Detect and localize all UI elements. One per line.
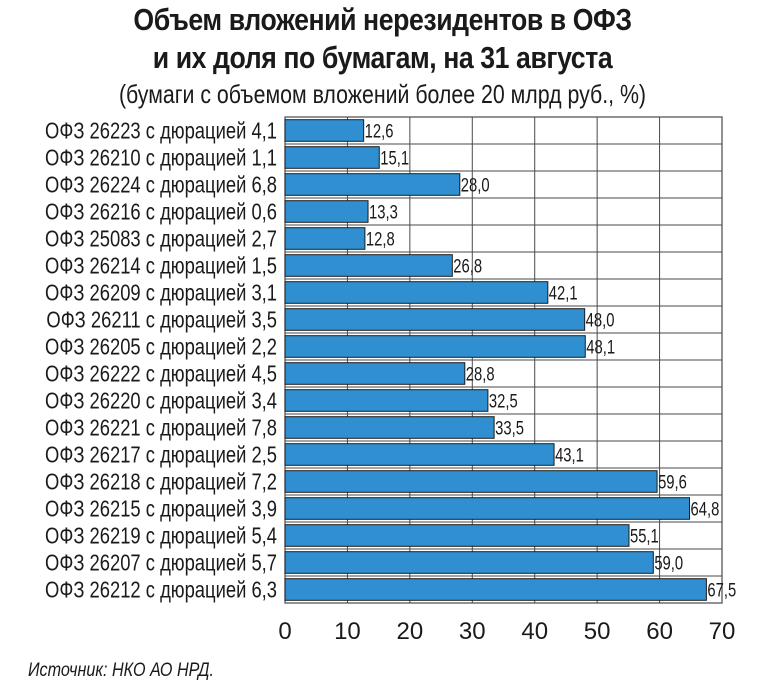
data-label: 67,5	[707, 580, 736, 601]
category-label: ОФЗ 26219 с дюрацией 5,4	[45, 524, 277, 549]
category-label: ОФЗ 26215 с дюрацией 3,9	[45, 497, 277, 522]
bar	[284, 443, 555, 466]
x-tick-label: 40	[521, 618, 548, 645]
category-label: ОФЗ 26214 с дюрацией 1,5	[45, 254, 277, 279]
data-label: 28,8	[466, 364, 495, 385]
bar	[284, 173, 461, 196]
data-label: 42,1	[549, 283, 578, 304]
bar	[284, 389, 489, 412]
category-label: ОФЗ 26205 с дюрацией 2,2	[45, 335, 277, 360]
data-label: 48,1	[586, 337, 615, 358]
category-label: ОФЗ 26218 с дюрацией 7,2	[45, 470, 277, 495]
bar	[284, 362, 466, 385]
bar	[284, 551, 654, 574]
data-label: 26,8	[453, 256, 482, 277]
data-label: 48,0	[586, 310, 615, 331]
x-tick-label: 20	[397, 618, 424, 645]
bar	[284, 119, 365, 142]
data-label: 32,5	[489, 391, 518, 412]
bar	[284, 416, 495, 439]
bar	[284, 281, 549, 304]
chart-subtitle: (бумаги с объемом вложений более 20 млрд…	[118, 79, 647, 109]
data-label: 15,1	[380, 148, 409, 169]
bar	[284, 146, 380, 169]
data-label: 43,1	[555, 445, 584, 466]
x-tick-label: 60	[646, 618, 673, 645]
category-label: ОФЗ 26207 с дюрацией 5,7	[45, 551, 277, 576]
bar	[284, 227, 366, 250]
bar	[284, 254, 453, 277]
data-label: 64,8	[691, 499, 720, 520]
category-label: ОФЗ 26224 с дюрацией 6,8	[45, 173, 277, 198]
chart-title-line-2: и их доля по бумагам, на 31 августа	[152, 40, 613, 75]
bar	[284, 335, 586, 358]
category-label: ОФЗ 26222 с дюрацией 4,5	[45, 362, 277, 387]
bar	[284, 524, 630, 547]
category-label: ОФЗ 26223 с дюрацией 4,1	[45, 119, 277, 144]
bar	[284, 200, 369, 223]
data-label: 28,0	[461, 175, 490, 196]
bar	[284, 470, 658, 493]
bar	[284, 308, 586, 331]
category-label: ОФЗ 26217 с дюрацией 2,5	[45, 443, 277, 468]
data-label: 59,0	[654, 553, 683, 574]
category-label: ОФЗ 26221 с дюрацией 7,8	[45, 416, 277, 441]
x-tick-label: 0	[278, 618, 291, 645]
x-tick-label: 50	[584, 618, 611, 645]
data-label: 13,3	[369, 202, 398, 223]
x-tick-label: 70	[709, 618, 736, 645]
category-label: ОФЗ 26210 с дюрацией 1,1	[45, 146, 277, 171]
chart-title-line-1: Объем вложений нерезидентов в ОФЗ	[133, 2, 632, 37]
category-label: ОФЗ 25083 с дюрацией 2,7	[45, 227, 277, 252]
data-label: 55,1	[630, 526, 659, 547]
category-label: ОФЗ 26211 с дюрацией 3,5	[46, 308, 277, 333]
category-label: ОФЗ 26212 с дюрацией 6,3	[45, 578, 277, 603]
category-label: ОФЗ 26220 с дюрацией 3,4	[45, 389, 277, 414]
data-label: 33,5	[495, 418, 524, 439]
category-label: ОФЗ 26216 с дюрацией 0,6	[45, 200, 277, 225]
category-label: ОФЗ 26209 с дюрацией 3,1	[45, 281, 277, 306]
x-tick-label: 10	[334, 618, 361, 645]
x-tick-label: 30	[459, 618, 486, 645]
bar	[284, 578, 707, 601]
data-label: 12,8	[366, 229, 395, 250]
data-label: 59,6	[658, 472, 687, 493]
source-note: Источник: НКО АО НРД.	[28, 660, 214, 681]
data-label: 12,6	[365, 121, 394, 142]
bar	[284, 497, 691, 520]
